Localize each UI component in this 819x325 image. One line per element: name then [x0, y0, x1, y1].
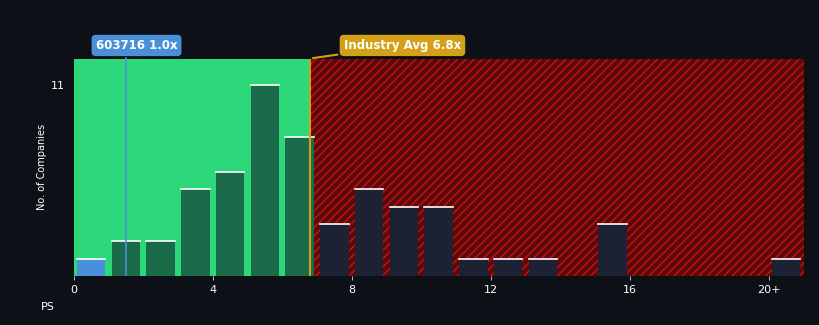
- Bar: [424, 207, 452, 276]
- Bar: [147, 241, 174, 276]
- Y-axis label: No. of Companies: No. of Companies: [37, 124, 47, 211]
- Bar: [771, 259, 799, 276]
- Bar: [77, 259, 106, 276]
- Bar: [459, 259, 487, 276]
- Bar: [598, 224, 626, 276]
- Bar: [215, 172, 244, 276]
- Bar: [389, 207, 418, 276]
- Bar: [111, 241, 140, 276]
- Text: 603716 1.0x: 603716 1.0x: [96, 39, 177, 58]
- Text: PS: PS: [41, 302, 55, 312]
- Bar: [528, 259, 557, 276]
- Bar: [319, 224, 348, 276]
- Bar: [355, 189, 383, 276]
- Bar: [493, 259, 522, 276]
- Text: Industry Avg 6.8x: Industry Avg 6.8x: [313, 39, 460, 58]
- Bar: [285, 137, 314, 276]
- Bar: [74, 58, 310, 276]
- Bar: [181, 189, 210, 276]
- Bar: [251, 84, 278, 276]
- Bar: [310, 58, 803, 276]
- Bar: [310, 58, 803, 276]
